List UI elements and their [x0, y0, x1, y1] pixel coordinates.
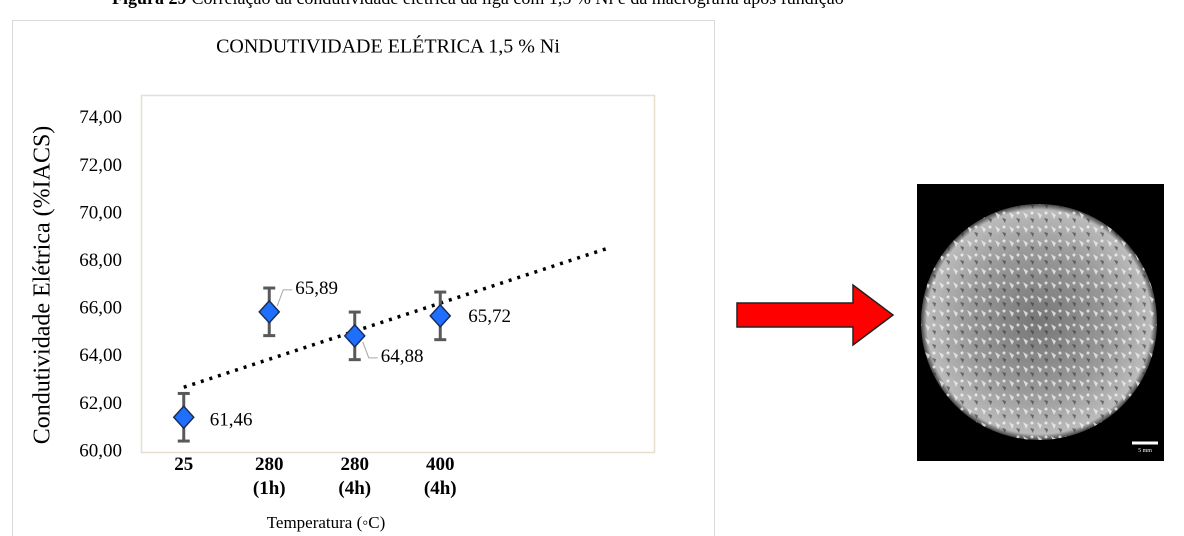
x-axis-label: Temperatura (◦C): [267, 513, 386, 532]
arrow: [737, 285, 893, 345]
data-label: 64,88: [381, 346, 424, 367]
caption-text: Correlação da condutividade elétrica da …: [192, 0, 844, 8]
x-tick-label: 25: [174, 454, 193, 475]
y-tick-label: 72,00: [79, 155, 122, 176]
y-tick-label: 74,00: [79, 107, 122, 128]
chart-title: CONDUTIVIDADE ELÉTRICA 1,5 % Ni: [216, 35, 560, 58]
data-label: 65,72: [468, 306, 511, 327]
y-tick-label: 68,00: [79, 250, 122, 271]
scale-label: 5 mm: [1138, 448, 1152, 454]
sample-texture: [921, 204, 1157, 440]
y-tick-label: 66,00: [79, 298, 122, 319]
y-tick-label: 62,00: [79, 393, 122, 414]
y-tick-label: 70,00: [79, 202, 122, 223]
figure: Figura 29 Correlação da condutividade elé…: [0, 0, 1184, 536]
data-label: 65,89: [295, 278, 338, 299]
page: Figura 29 Correlação da condutividade elé…: [0, 0, 1184, 536]
caption-label: Figura 29: [112, 0, 187, 8]
y-tick-label: 64,00: [79, 345, 122, 366]
y-axis-label: Condutividade Elétrica (%IACS): [30, 126, 56, 445]
y-tick-label: 60,00: [79, 440, 122, 461]
caption: Figura 29 Correlação da condutividade elé…: [112, 0, 844, 8]
data-label: 61,46: [210, 410, 253, 431]
